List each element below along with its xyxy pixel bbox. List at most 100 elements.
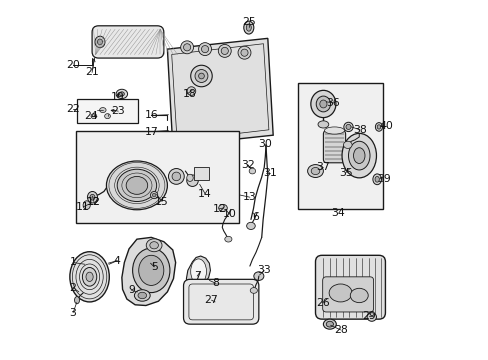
Ellipse shape (218, 204, 227, 212)
Ellipse shape (70, 252, 109, 302)
Text: 25: 25 (242, 17, 255, 27)
Ellipse shape (104, 114, 110, 119)
Ellipse shape (138, 292, 146, 299)
Text: 21: 21 (85, 67, 99, 77)
Ellipse shape (319, 100, 326, 108)
Text: 23: 23 (111, 106, 125, 116)
Ellipse shape (190, 65, 212, 87)
Ellipse shape (343, 122, 352, 132)
Text: 6: 6 (251, 212, 258, 221)
Ellipse shape (376, 125, 380, 129)
Ellipse shape (366, 313, 376, 321)
Ellipse shape (241, 49, 247, 56)
Ellipse shape (317, 121, 328, 128)
Ellipse shape (152, 193, 156, 197)
Text: 12: 12 (87, 197, 101, 207)
Text: 16: 16 (144, 111, 158, 121)
Ellipse shape (119, 92, 124, 96)
Ellipse shape (328, 284, 351, 302)
Text: 13: 13 (243, 192, 256, 202)
Text: 28: 28 (333, 325, 347, 335)
Ellipse shape (253, 272, 264, 280)
Ellipse shape (349, 288, 367, 303)
Bar (76, 131, 239, 223)
Text: 38: 38 (352, 125, 366, 135)
Ellipse shape (221, 47, 228, 54)
Ellipse shape (87, 192, 97, 203)
Ellipse shape (82, 267, 97, 286)
Ellipse shape (244, 21, 253, 34)
Ellipse shape (374, 176, 379, 182)
Ellipse shape (348, 141, 369, 170)
Ellipse shape (139, 255, 163, 285)
Ellipse shape (375, 123, 382, 131)
Text: 32: 32 (241, 160, 254, 170)
Ellipse shape (198, 73, 204, 79)
Polygon shape (167, 39, 273, 146)
Text: 20: 20 (66, 60, 80, 70)
Ellipse shape (183, 44, 190, 51)
Ellipse shape (307, 165, 323, 177)
Text: 1: 1 (69, 257, 76, 267)
Ellipse shape (172, 172, 180, 181)
Ellipse shape (187, 87, 195, 95)
Text: 34: 34 (331, 208, 345, 218)
Ellipse shape (117, 169, 156, 202)
Ellipse shape (168, 168, 184, 184)
Text: 40: 40 (378, 121, 392, 131)
Ellipse shape (74, 297, 80, 304)
Ellipse shape (246, 24, 251, 31)
Ellipse shape (150, 192, 158, 199)
Ellipse shape (316, 96, 330, 112)
Text: 11: 11 (76, 202, 90, 212)
Text: 5: 5 (150, 262, 157, 272)
Ellipse shape (201, 45, 208, 53)
Text: 26: 26 (315, 298, 329, 308)
Text: 4: 4 (114, 256, 121, 266)
Text: 12: 12 (87, 197, 101, 207)
Text: 9: 9 (128, 285, 135, 296)
FancyBboxPatch shape (92, 26, 163, 58)
Bar (194, 167, 208, 180)
Text: 10: 10 (223, 210, 237, 220)
Ellipse shape (97, 39, 102, 45)
Ellipse shape (325, 321, 333, 327)
Text: 29: 29 (362, 311, 375, 321)
Ellipse shape (132, 248, 169, 293)
Polygon shape (122, 237, 175, 306)
Text: 19: 19 (110, 92, 124, 102)
Ellipse shape (310, 167, 319, 175)
Text: 17: 17 (144, 127, 158, 136)
Text: 33: 33 (257, 265, 270, 275)
Ellipse shape (324, 127, 344, 134)
Text: 37: 37 (316, 162, 329, 172)
Ellipse shape (83, 201, 90, 210)
Ellipse shape (218, 44, 231, 57)
Ellipse shape (90, 194, 95, 200)
Ellipse shape (249, 168, 255, 174)
Text: 27: 27 (204, 295, 218, 305)
Ellipse shape (186, 175, 198, 186)
Ellipse shape (343, 141, 351, 148)
Ellipse shape (134, 290, 150, 301)
Ellipse shape (86, 272, 93, 282)
Text: 12: 12 (212, 204, 226, 214)
Ellipse shape (198, 42, 211, 55)
Ellipse shape (346, 125, 350, 130)
Ellipse shape (116, 89, 127, 99)
Ellipse shape (246, 222, 255, 229)
Ellipse shape (100, 108, 106, 113)
Polygon shape (186, 256, 210, 288)
Ellipse shape (146, 239, 162, 252)
FancyBboxPatch shape (183, 279, 258, 324)
Ellipse shape (224, 236, 231, 242)
Ellipse shape (149, 242, 158, 249)
Bar (77, 99, 137, 123)
FancyBboxPatch shape (322, 277, 373, 312)
Ellipse shape (91, 114, 97, 119)
Ellipse shape (372, 174, 381, 185)
Text: 24: 24 (84, 111, 98, 121)
Text: 8: 8 (212, 278, 219, 288)
Ellipse shape (341, 134, 376, 178)
FancyBboxPatch shape (323, 131, 345, 163)
